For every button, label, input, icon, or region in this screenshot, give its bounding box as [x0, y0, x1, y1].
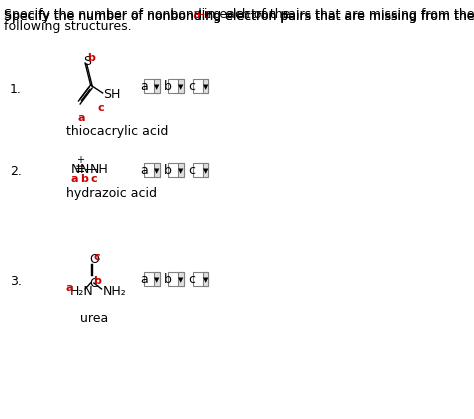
Text: b: b	[87, 53, 95, 63]
FancyBboxPatch shape	[202, 272, 208, 286]
FancyBboxPatch shape	[192, 79, 208, 93]
FancyBboxPatch shape	[154, 163, 160, 177]
Text: ▼: ▼	[154, 168, 160, 174]
Text: H₂N: H₂N	[70, 285, 93, 298]
Text: b: b	[164, 80, 172, 93]
Text: hydrazoic acid: hydrazoic acid	[66, 187, 157, 200]
Text: ▼: ▼	[202, 277, 208, 283]
Text: b: b	[164, 273, 172, 286]
Text: a: a	[70, 174, 78, 184]
Text: ▼: ▼	[178, 277, 184, 283]
Text: b: b	[93, 276, 101, 286]
Text: 1.: 1.	[10, 83, 22, 96]
Text: N: N	[70, 163, 80, 176]
Text: a: a	[77, 113, 85, 123]
FancyBboxPatch shape	[145, 163, 160, 177]
Text: b: b	[80, 174, 88, 184]
FancyBboxPatch shape	[168, 272, 184, 286]
Text: ▼: ▼	[178, 84, 184, 90]
Text: Specify the number of nonbonding electron pairs that are missing from the labell: Specify the number of nonbonding electro…	[4, 10, 474, 23]
FancyBboxPatch shape	[192, 272, 208, 286]
Text: S: S	[83, 55, 91, 68]
FancyBboxPatch shape	[202, 79, 208, 93]
Text: Specify the number of nonbonding electron pairs that are missing from the labell: Specify the number of nonbonding electro…	[4, 8, 474, 21]
Text: ≡: ≡	[74, 163, 85, 176]
Text: C: C	[89, 277, 98, 290]
Text: N: N	[80, 163, 90, 176]
Text: —: —	[84, 163, 97, 176]
Text: ▼: ▼	[178, 168, 184, 174]
FancyBboxPatch shape	[154, 79, 160, 93]
FancyBboxPatch shape	[145, 272, 160, 286]
Text: 2.: 2.	[10, 165, 22, 178]
FancyBboxPatch shape	[178, 272, 184, 286]
FancyBboxPatch shape	[178, 163, 184, 177]
Text: c: c	[91, 174, 97, 184]
Text: urea: urea	[80, 312, 108, 325]
FancyBboxPatch shape	[192, 163, 208, 177]
Text: c: c	[97, 103, 104, 113]
FancyBboxPatch shape	[202, 163, 208, 177]
Text: c: c	[188, 80, 195, 93]
Text: 3.: 3.	[10, 275, 22, 288]
Text: ▼: ▼	[154, 277, 160, 283]
Text: +: +	[76, 155, 84, 165]
Text: a: a	[140, 80, 148, 93]
Text: in each of the: in each of the	[200, 8, 290, 21]
Text: O: O	[89, 253, 99, 266]
FancyBboxPatch shape	[154, 272, 160, 286]
Text: c: c	[188, 164, 195, 177]
Text: b: b	[164, 164, 172, 177]
Text: a: a	[140, 164, 148, 177]
Text: Specify the number of nonbonding electron pairs that are missing from the labell: Specify the number of nonbonding electro…	[4, 10, 474, 23]
Text: ▼: ▼	[154, 84, 160, 90]
Text: following structures.: following structures.	[4, 20, 132, 33]
Text: NH₂: NH₂	[103, 285, 127, 298]
Text: ▼: ▼	[202, 168, 208, 174]
Text: NH: NH	[90, 163, 109, 176]
FancyBboxPatch shape	[168, 163, 184, 177]
Text: thiocacrylic acid: thiocacrylic acid	[66, 125, 168, 138]
Text: c: c	[93, 252, 100, 262]
Text: SH: SH	[103, 88, 120, 101]
Text: c: c	[188, 273, 195, 286]
FancyBboxPatch shape	[178, 79, 184, 93]
FancyBboxPatch shape	[145, 79, 160, 93]
Text: ▼: ▼	[202, 84, 208, 90]
Text: a-c: a-c	[192, 8, 211, 21]
FancyBboxPatch shape	[168, 79, 184, 93]
Text: a: a	[65, 283, 73, 293]
Text: a: a	[140, 273, 148, 286]
